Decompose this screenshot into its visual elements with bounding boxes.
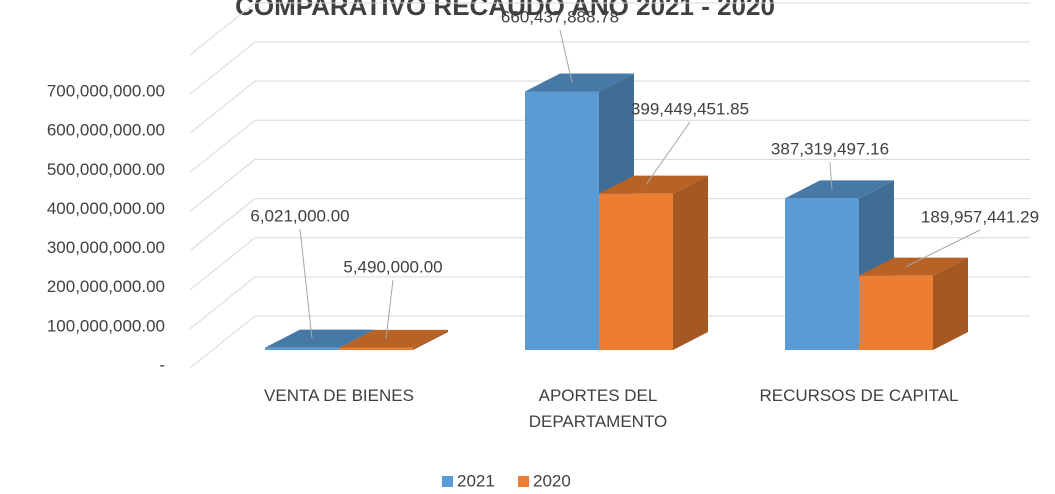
legend-swatch — [518, 476, 529, 487]
leader-line — [559, 29, 573, 83]
leader-line — [905, 229, 981, 268]
bar-side — [673, 175, 708, 350]
grid-line — [189, 41, 256, 95]
data-label: 5,490,000.00 — [343, 257, 442, 276]
grid-line — [189, 315, 256, 369]
leader-line — [829, 161, 833, 190]
y-tick-label: 400,000,000.00 — [47, 199, 165, 218]
data-label: 399,449,451.85 — [631, 99, 749, 118]
y-tick-label: 300,000,000.00 — [47, 238, 165, 257]
bar-top — [339, 329, 448, 348]
x-tick-label: VENTA DE BIENES — [264, 386, 414, 405]
bar — [265, 347, 339, 350]
grid-line — [189, 276, 256, 330]
y-tick-label: 100,000,000.00 — [47, 316, 165, 335]
bar-top — [599, 175, 708, 194]
leader-line — [385, 279, 394, 339]
bar-top — [859, 257, 968, 276]
grid-line — [189, 80, 256, 134]
grid-line — [189, 198, 256, 251]
grid-line — [189, 2, 256, 56]
grid-line — [189, 237, 256, 291]
data-label: 660,437,888.78 — [501, 7, 619, 26]
bar — [859, 275, 933, 350]
y-tick-label: 600,000,000.00 — [47, 121, 165, 140]
legend-label: 2021 — [457, 471, 495, 490]
bar-top — [785, 180, 894, 199]
bar-top — [525, 73, 634, 92]
legend-swatch — [442, 476, 453, 487]
legend-label: 2020 — [533, 471, 571, 490]
bar — [525, 91, 599, 350]
data-label: 387,319,497.16 — [771, 139, 889, 158]
bar-side — [413, 329, 448, 350]
x-tick-label: RECURSOS DE CAPITAL — [759, 386, 959, 405]
bar — [339, 347, 413, 350]
bar — [785, 198, 859, 350]
data-label: 189,957,441.29 — [921, 207, 1039, 226]
leader-line — [299, 228, 313, 339]
bar-side — [933, 257, 968, 350]
grid-line — [189, 159, 256, 212]
bar — [599, 193, 673, 350]
y-tick-label: 200,000,000.00 — [47, 277, 165, 296]
grid-line — [189, 119, 256, 173]
y-tick-label: 500,000,000.00 — [47, 160, 165, 179]
x-tick-label: APORTES DEL DEPARTAMENTO — [528, 386, 668, 431]
chart-title: COMPARATIVO RECAUDO AÑO 2021 - 2020 — [235, 0, 775, 21]
bar-top — [265, 329, 374, 348]
leader-line — [645, 121, 691, 185]
data-label: 6,021,000.00 — [250, 206, 349, 225]
y-tick-label: 700,000,000.00 — [47, 81, 165, 100]
y-tick-label: - — [159, 355, 165, 374]
